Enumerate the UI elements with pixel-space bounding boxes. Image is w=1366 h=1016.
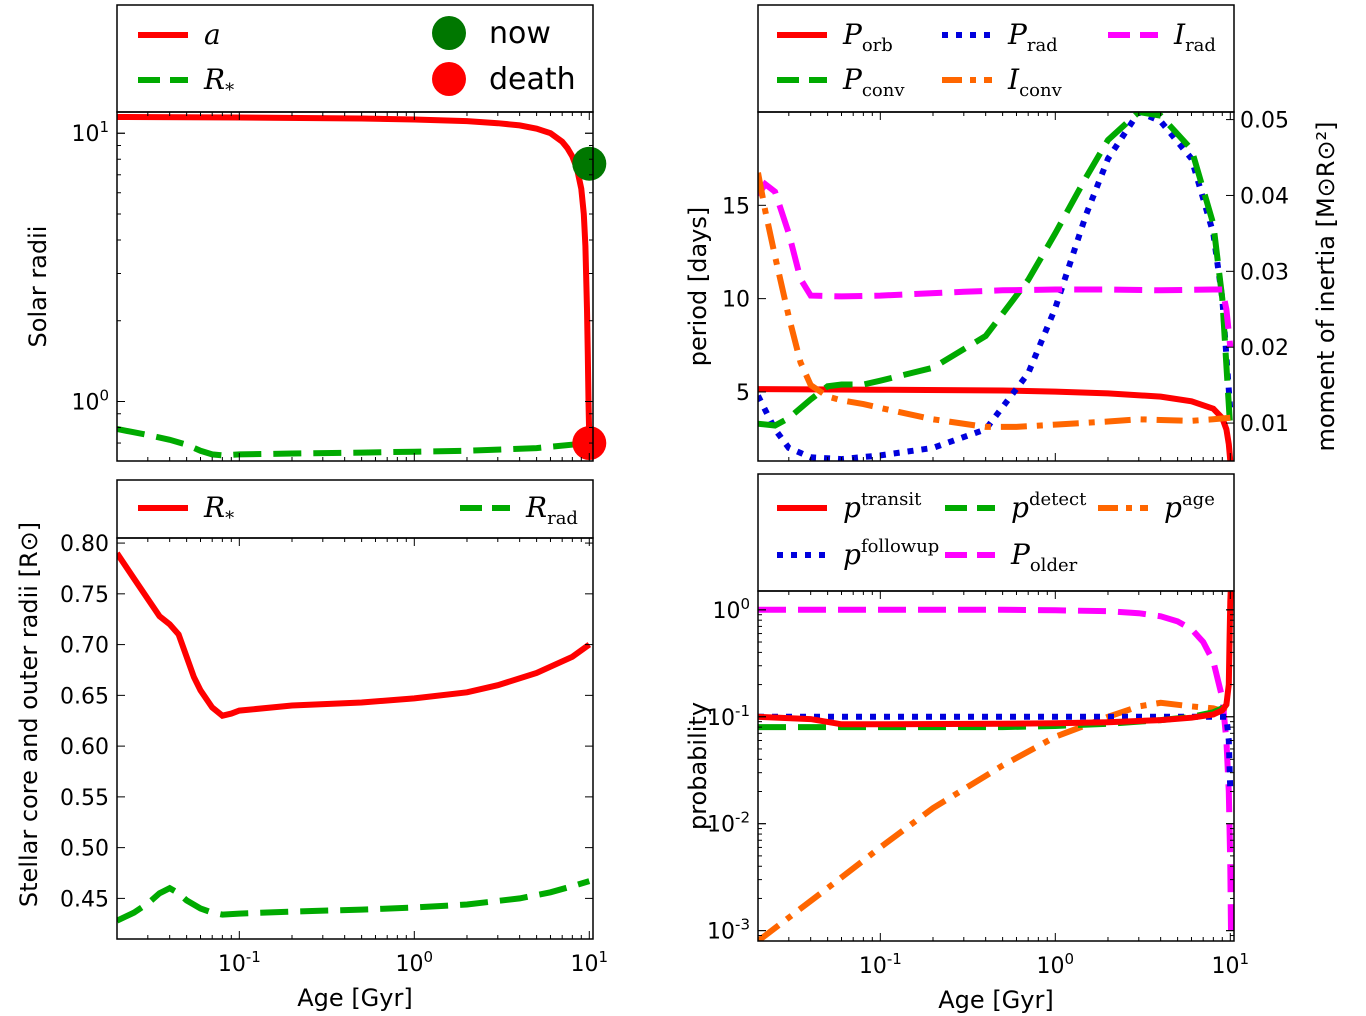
- series-line: [758, 591, 1234, 728]
- panel-bl: 0.45 0.50 0.55 0.60 0.65 0.70 0.75 0.80 10-1 100 1…: [15, 479, 609, 1012]
- legend-box: [116, 479, 594, 539]
- legend-label: a: [204, 18, 221, 51]
- legend-marker-label: death: [489, 62, 576, 97]
- series-line: [117, 426, 590, 459]
- series-line: [758, 172, 1231, 430]
- y-tick-label: 0.60: [60, 735, 109, 760]
- panel-br: 10-3 10-2 10-1 100 10-1 100 101 Age [Gyr] probab…: [684, 473, 1250, 1014]
- legend-marker-label: now: [489, 16, 551, 51]
- series-line: [758, 179, 1234, 348]
- plot-frame: [757, 111, 1235, 462]
- x-tick-label: 10-1: [218, 948, 261, 977]
- plot-frame: [116, 111, 594, 462]
- series-line: [117, 114, 593, 447]
- y-tick-label: 0.65: [60, 684, 109, 709]
- y2-tick-label: 0.04: [1240, 184, 1289, 209]
- legend-label: Irad: [1173, 18, 1216, 56]
- legend-box: [757, 4, 1235, 113]
- legend-box: [116, 4, 594, 113]
- series-line: [758, 112, 1234, 461]
- y2-axis-label: moment of inertia [M⊙R⊙²]: [1312, 121, 1340, 451]
- x-tick-label: 101: [571, 948, 609, 977]
- y-tick-label: 10-2: [707, 809, 750, 838]
- plot-frame: [757, 590, 1235, 942]
- y-axis-label: probability: [684, 702, 712, 830]
- x-tick-label: 10-1: [859, 950, 902, 979]
- x-tick-label: 100: [1037, 950, 1075, 979]
- y2-tick-label: 0.01: [1240, 412, 1289, 437]
- y-tick-label: 100: [712, 595, 750, 624]
- series-line: [117, 551, 592, 719]
- series-line: [758, 713, 1234, 792]
- y-tick-label: 15: [722, 194, 750, 219]
- legend-label: page: [1164, 489, 1215, 524]
- legend-label: Pconv: [842, 63, 905, 101]
- panel-tl: 100 101 Solar radii a R* now death: [24, 4, 607, 462]
- y-tick-label: 5: [736, 381, 750, 406]
- y-tick-label: 0.55: [60, 786, 109, 811]
- y2-tick-label: 0.05: [1240, 109, 1289, 134]
- legend-label: R*: [203, 63, 234, 101]
- y-axis-label: period [days]: [684, 207, 712, 366]
- series-line: [758, 112, 1234, 430]
- y-tick-label: 10: [722, 288, 750, 313]
- legend-marker-now: [432, 16, 466, 50]
- y-tick-label: 0.75: [60, 583, 109, 608]
- x-axis-label: Age [Gyr]: [297, 984, 412, 1012]
- y-tick-label: 10-3: [707, 916, 750, 945]
- y-axis-label: Stellar core and outer radii [R⊙]: [15, 522, 43, 907]
- legend-marker-death: [432, 62, 466, 96]
- y-tick-label: 0.45: [60, 887, 109, 912]
- legend-label: pfollowup: [843, 536, 939, 571]
- y-tick-label: 100: [71, 386, 109, 415]
- y-axis-label: Solar radii: [24, 226, 52, 348]
- plot-frame: [116, 537, 594, 940]
- legend-label: Porb: [842, 18, 893, 56]
- y-tick-label: 0.80: [60, 532, 109, 557]
- legend-label: Polder: [1010, 538, 1078, 576]
- legend-label: pdetect: [1011, 489, 1087, 524]
- x-tick-label: 100: [396, 948, 434, 977]
- series-line: [117, 878, 591, 924]
- y2-tick-label: 0.02: [1240, 336, 1289, 361]
- y-tick-label: 101: [71, 118, 109, 147]
- y-tick-label: 10-1: [707, 702, 750, 731]
- panel-tr: 5 10 15 0.01 0.02 0.03 0.04 0.05 moment of inert…: [684, 4, 1340, 462]
- y2-tick-label: 0.03: [1240, 260, 1289, 285]
- legend-label: Iconv: [1007, 63, 1063, 101]
- x-tick-label: 101: [1212, 950, 1250, 979]
- legend-box: [757, 473, 1235, 592]
- x-axis-label: Age [Gyr]: [938, 986, 1053, 1014]
- y-tick-label: 0.50: [60, 837, 109, 862]
- legend-label: R*: [203, 491, 234, 529]
- y-tick-label: 0.70: [60, 634, 109, 659]
- series-line: [758, 699, 1228, 941]
- legend-label: ptransit: [843, 489, 922, 524]
- marker-now: [572, 146, 607, 181]
- legend-label: Prad: [1007, 18, 1058, 56]
- series-line: [758, 606, 1234, 931]
- series-line: [758, 386, 1234, 461]
- legend-label: Rrad: [525, 491, 578, 529]
